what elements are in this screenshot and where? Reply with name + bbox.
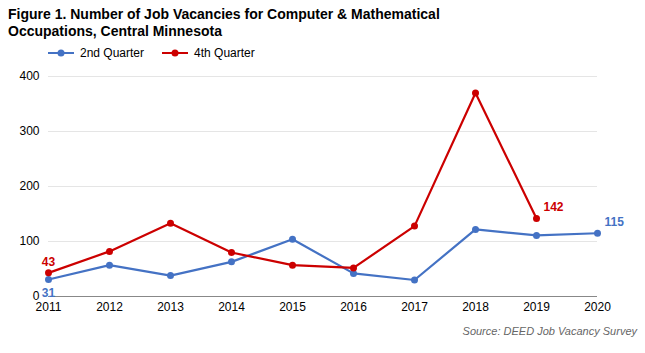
svg-text:2014: 2014 xyxy=(218,300,245,314)
svg-text:31: 31 xyxy=(42,286,56,300)
svg-text:2012: 2012 xyxy=(96,300,123,314)
svg-text:2019: 2019 xyxy=(523,300,550,314)
svg-text:115: 115 xyxy=(605,215,625,229)
html-text:2nd Quarter: 2nd Quarter xyxy=(80,46,144,60)
svg-text:300: 300 xyxy=(19,124,39,138)
svg-text:0: 0 xyxy=(32,289,40,304)
svg-text:142: 142 xyxy=(544,200,564,214)
svg-text:2016: 2016 xyxy=(340,300,367,314)
svg-text:43: 43 xyxy=(42,255,56,269)
svg-text:2013: 2013 xyxy=(157,300,184,314)
svg-text:2018: 2018 xyxy=(462,300,489,314)
svg-text:2011: 2011 xyxy=(36,300,62,314)
svg-text:2020: 2020 xyxy=(584,300,611,314)
html-text:Source: DEED Job Vacancy Surve: Source: DEED Job Vacancy Survey xyxy=(462,325,637,337)
svg-text:2015: 2015 xyxy=(279,300,306,314)
svg-text:400: 400 xyxy=(19,69,39,83)
html-text:Figure 1. Number of Job Vacanc: Figure 1. Number of Job Vacancies for Co… xyxy=(8,6,440,39)
svg-text:2017: 2017 xyxy=(401,300,428,314)
svg-text:200: 200 xyxy=(19,179,39,193)
html-text:4th Quarter: 4th Quarter xyxy=(194,46,255,60)
svg-text:100: 100 xyxy=(19,234,39,248)
